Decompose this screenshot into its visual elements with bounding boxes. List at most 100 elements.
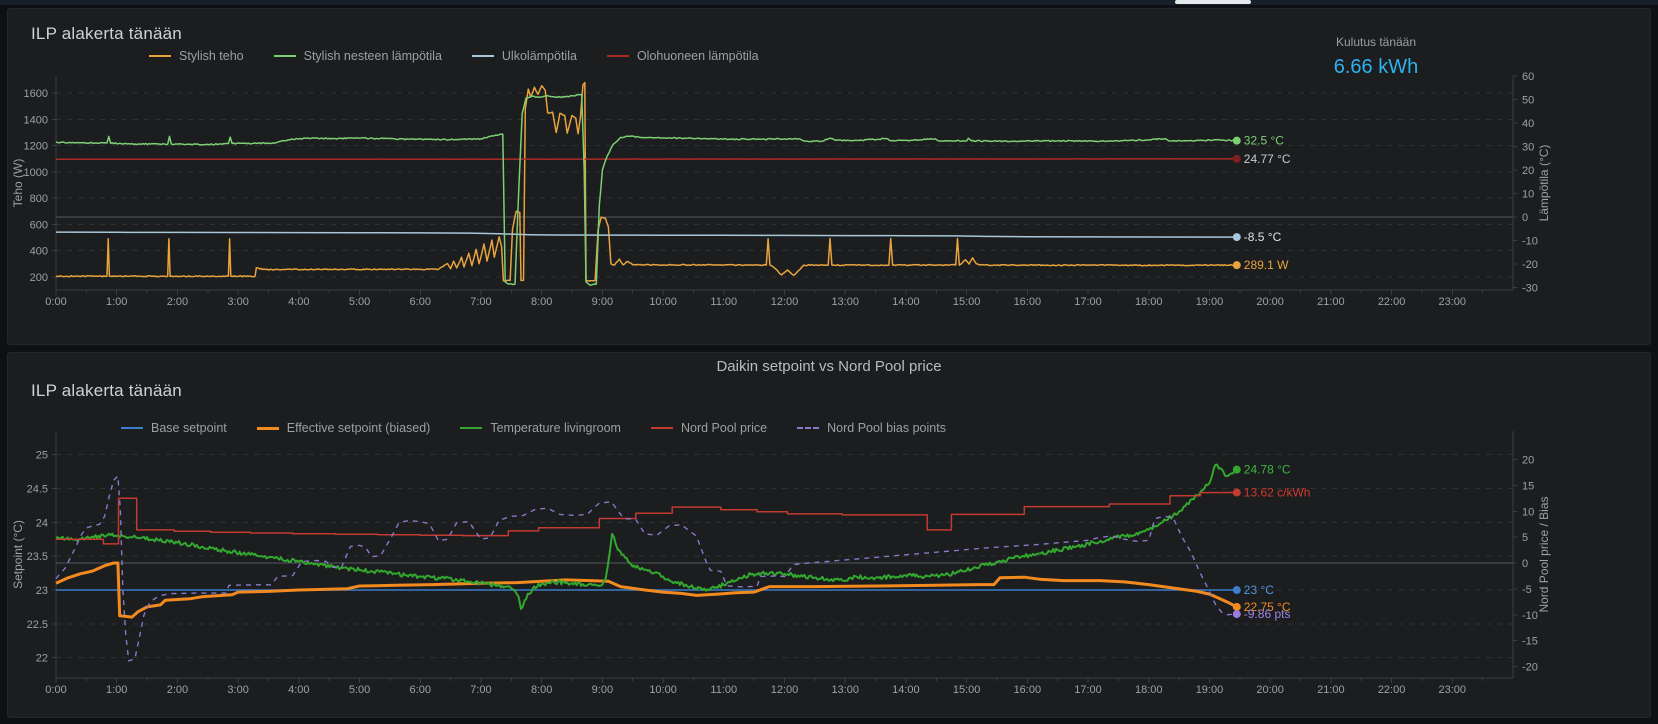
- x-tick-label: 2:00: [167, 684, 188, 696]
- right-tick-label: 60: [1522, 71, 1534, 83]
- legend-swatch: [650, 427, 673, 429]
- x-tick-label: 15:00: [953, 296, 981, 308]
- x-tick-label: 7:00: [470, 684, 491, 696]
- legend-item-nord-pool-bias-points[interactable]: Nord Pool bias points: [797, 421, 946, 435]
- x-tick-label: 17:00: [1074, 684, 1102, 696]
- legend-label: Base setpoint: [151, 421, 227, 435]
- x-tick-label: 21:00: [1317, 684, 1345, 696]
- left-tick-label: 23.5: [27, 551, 48, 563]
- chart-title: ILP alakerta tänään: [31, 381, 182, 400]
- right-tick-label: -5: [1522, 584, 1532, 596]
- x-tick-label: 14:00: [892, 684, 920, 696]
- legend-item-stylish-nesteen-l-mp-tila[interactable]: Stylish nesteen lämpötila: [273, 49, 442, 63]
- stat-value: 6.66 kWh: [1333, 56, 1419, 78]
- right-tick-label: 50: [1522, 95, 1534, 107]
- series-nord-pool-price: [56, 491, 1237, 545]
- series-olohuoneen-l-mp-tila: [56, 158, 1237, 161]
- x-tick-label: 10:00: [649, 296, 677, 308]
- x-tick-label: 20:00: [1256, 684, 1284, 696]
- legend-item-stylish-teho[interactable]: Stylish teho: [149, 49, 244, 63]
- series-ulkol-mp-tila: [55, 231, 1237, 238]
- x-tick-label: 4:00: [288, 684, 309, 696]
- series-end-dot: [1232, 154, 1241, 163]
- right-tick-label: 30: [1522, 142, 1534, 154]
- right-tick-label: 5: [1522, 532, 1528, 544]
- legend-item-effective-setpoint-biased-[interactable]: Effective setpoint (biased): [256, 421, 430, 435]
- legend-swatch: [149, 55, 171, 57]
- x-tick-label: 1:00: [106, 684, 127, 696]
- legend-item-temperature-livingroom[interactable]: Temperature livingroom: [460, 421, 621, 435]
- legend-label: Stylish teho: [179, 49, 244, 63]
- right-tick-label: -10: [1522, 236, 1538, 248]
- x-tick-label: 5:00: [349, 296, 370, 308]
- x-tick-label: 4:00: [288, 296, 309, 308]
- x-tick-label: 14:00: [892, 296, 920, 308]
- x-tick-label: 20:00: [1256, 296, 1284, 308]
- left-axis-title: Teho (W): [11, 159, 25, 208]
- right-tick-label: 0: [1522, 558, 1528, 570]
- left-tick-label: 22: [36, 653, 48, 665]
- legend-label: Stylish nesteen lämpötila: [303, 49, 442, 63]
- series-effective-setpoint-biased-: [55, 561, 1238, 619]
- x-tick-label: 12:00: [771, 684, 799, 696]
- x-tick-label: 6:00: [410, 684, 431, 696]
- legend-item-nord-pool-price[interactable]: Nord Pool price: [650, 421, 767, 435]
- right-axis-title: Nord Pool price / Bias: [1537, 496, 1551, 612]
- series-stylish-nesteen-l-mp-tila: [55, 93, 1237, 287]
- legend: Stylish teho Stylish nesteen lämpötila Ulk…: [149, 49, 759, 63]
- legend-item-olohuoneen-l-mp-tila[interactable]: Olohuoneen lämpötila: [606, 49, 759, 63]
- x-tick-label: 1:00: [106, 296, 127, 308]
- left-tick-label: 1000: [24, 167, 48, 179]
- left-tick-label: 24: [36, 517, 48, 529]
- series-value-label: -9.86 pts: [1244, 607, 1291, 621]
- x-tick-label: 16:00: [1014, 296, 1042, 308]
- x-tick-label: 19:00: [1196, 684, 1224, 696]
- series-value-label: 24.78 °C: [1244, 463, 1291, 477]
- x-tick-label: 11:00: [710, 684, 737, 696]
- x-tick-label: 2:00: [167, 296, 188, 308]
- plot-area[interactable]: 0:00 1:00 2:00 3:00 4:00 5:00 6:00 7:00 8:00 9:00…: [8, 9, 1652, 346]
- x-tick-label: 23:00: [1439, 296, 1467, 308]
- legend-swatch: [256, 426, 279, 430]
- right-tick-label: 10: [1522, 189, 1534, 201]
- left-tick-label: 400: [30, 246, 48, 258]
- series-value-label: 24.77 °C: [1244, 152, 1291, 166]
- panel-header[interactable]: Daikin setpoint vs Nord Pool price: [716, 358, 942, 375]
- x-tick-label: 17:00: [1074, 296, 1102, 308]
- x-tick-label: 23:00: [1439, 684, 1467, 696]
- top-scrollbar-thumb[interactable]: [1175, 0, 1251, 4]
- x-tick-label: 22:00: [1378, 296, 1406, 308]
- legend-label: Nord Pool bias points: [827, 421, 946, 435]
- right-tick-label: -30: [1522, 283, 1538, 295]
- x-tick-label: 10:00: [649, 684, 677, 696]
- series-value-label: 23 °C: [1244, 583, 1274, 597]
- x-tick-label: 8:00: [531, 684, 552, 696]
- right-tick-label: -15: [1522, 636, 1538, 648]
- top-scrollbar-track: [0, 0, 1658, 5]
- x-tick-label: 6:00: [410, 296, 431, 308]
- x-tick-label: 15:00: [953, 684, 981, 696]
- right-tick-label: 10: [1522, 506, 1534, 518]
- right-tick-label: -20: [1522, 662, 1538, 674]
- x-tick-label: 9:00: [592, 296, 613, 308]
- plot-area[interactable]: 0:00 1:00 2:00 3:00 4:00 5:00 6:00 7:00 8:00 9:00…: [8, 353, 1652, 719]
- series-value-label: 32.5 °C: [1244, 134, 1284, 148]
- legend-item-ulkol-mp-tila[interactable]: Ulkolämpötila: [471, 49, 577, 63]
- legend-swatch: [273, 55, 296, 57]
- series-end-dot: [1232, 602, 1241, 611]
- x-tick-label: 13:00: [831, 684, 859, 696]
- series-end-dot: [1232, 261, 1241, 270]
- legend-item-base-setpoint[interactable]: Base setpoint: [121, 421, 227, 435]
- legend-label: Olohuoneen lämpötila: [636, 49, 759, 63]
- x-tick-label: 7:00: [470, 296, 491, 308]
- left-tick-label: 600: [30, 219, 48, 231]
- x-tick-label: 11:00: [710, 296, 737, 308]
- x-tick-label: 3:00: [227, 296, 248, 308]
- legend: Base setpoint Effective setpoint (biased)…: [121, 421, 946, 435]
- x-tick-label: 3:00: [227, 684, 248, 696]
- left-tick-label: 800: [30, 193, 48, 205]
- right-tick-label: -20: [1522, 259, 1538, 271]
- left-tick-label: 24.5: [27, 484, 48, 496]
- right-tick-label: 0: [1522, 212, 1528, 224]
